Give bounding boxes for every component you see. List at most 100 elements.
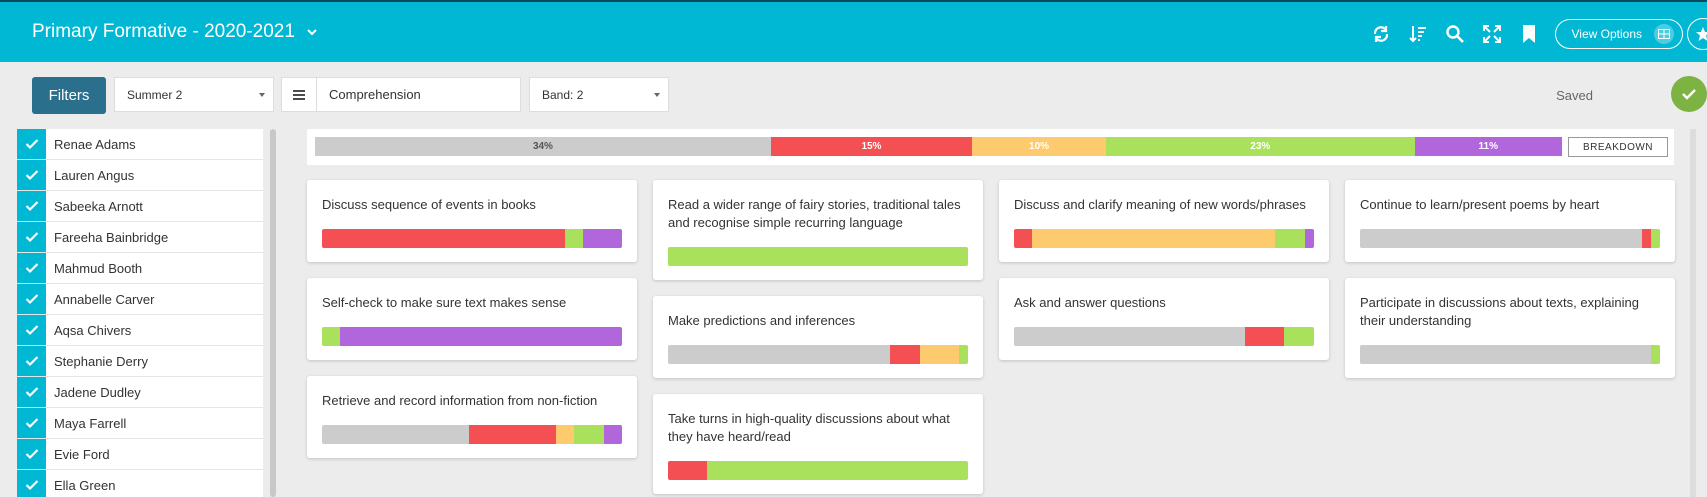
caret-down-icon xyxy=(259,93,265,97)
student-checkbox[interactable] xyxy=(17,315,46,345)
student-checkbox[interactable] xyxy=(17,253,46,283)
view-options-label: View Options xyxy=(1571,27,1642,41)
objective-card[interactable]: Read a wider range of fairy stories, tra… xyxy=(653,180,983,280)
subject-field[interactable]: Comprehension xyxy=(317,77,521,112)
progress-segment-green xyxy=(959,345,968,364)
caret-down-icon xyxy=(654,93,660,97)
page-scrollbar[interactable] xyxy=(1690,129,1696,497)
student-checkbox[interactable] xyxy=(17,222,46,252)
student-checkbox[interactable] xyxy=(17,129,46,159)
term-select-value: Summer 2 xyxy=(127,87,183,102)
objective-card[interactable]: Ask and answer questions xyxy=(999,278,1329,360)
objective-title: Participate in discussions about texts, … xyxy=(1360,295,1639,328)
check-icon xyxy=(25,201,38,212)
check-icon xyxy=(25,139,38,150)
student-checkbox[interactable] xyxy=(17,191,46,221)
objective-progress-bar[interactable] xyxy=(1360,345,1660,364)
student-row[interactable]: Fareeha Bainbridge xyxy=(17,222,263,253)
objective-card[interactable]: Self-check to make sure text makes sense xyxy=(307,278,637,360)
filters-button[interactable]: Filters xyxy=(32,77,106,114)
favourite-button[interactable] xyxy=(1687,18,1707,50)
student-checkbox[interactable] xyxy=(17,439,46,469)
grid-icon xyxy=(1654,24,1674,44)
search-icon[interactable] xyxy=(1444,23,1466,45)
objective-progress-bar[interactable] xyxy=(668,345,968,364)
student-row[interactable]: Evie Ford xyxy=(17,439,263,470)
student-row[interactable]: Sabeeka Arnott xyxy=(17,191,263,222)
objective-progress-bar[interactable] xyxy=(1014,229,1314,248)
summary-bar: 34% 15% 10% 23% 11% xyxy=(315,137,1562,156)
student-checkbox[interactable] xyxy=(17,346,46,376)
breakdown-button[interactable]: BREAKDOWN xyxy=(1568,137,1668,157)
student-checkbox[interactable] xyxy=(17,470,46,497)
subject-menu-button[interactable] xyxy=(281,77,317,112)
refresh-icon[interactable] xyxy=(1370,23,1392,45)
check-icon xyxy=(25,449,38,460)
check-icon xyxy=(25,387,38,398)
student-row[interactable]: Aqsa Chivers xyxy=(17,315,263,346)
student-row[interactable]: Mahmud Booth xyxy=(17,253,263,284)
objective-card[interactable]: Discuss and clarify meaning of new words… xyxy=(999,180,1329,262)
student-row[interactable]: Annabelle Carver xyxy=(17,284,263,315)
assessment-selector[interactable]: Primary Formative - 2020-2021 xyxy=(32,21,319,43)
expand-icon[interactable] xyxy=(1481,23,1503,45)
progress-segment-amber xyxy=(556,425,574,444)
bookmark-icon[interactable] xyxy=(1518,23,1540,45)
student-name: Aqsa Chivers xyxy=(54,322,132,338)
student-name: Fareeha Bainbridge xyxy=(54,229,169,245)
student-checkbox[interactable] xyxy=(17,284,46,314)
save-button[interactable] xyxy=(1671,76,1707,112)
objective-title: Ask and answer questions xyxy=(1014,295,1166,310)
objective-progress-bar[interactable] xyxy=(1360,229,1660,248)
summary-segment-green[interactable]: 23% xyxy=(1106,137,1415,156)
student-row[interactable]: Jadene Dudley xyxy=(17,377,263,408)
sort-icon[interactable] xyxy=(1407,23,1429,45)
student-row[interactable]: Stephanie Derry xyxy=(17,346,263,377)
objective-title: Make predictions and inferences xyxy=(668,313,856,328)
student-checkbox[interactable] xyxy=(17,408,46,438)
objective-card[interactable]: Make predictions and inferences xyxy=(653,296,983,378)
objective-progress-bar[interactable] xyxy=(1014,327,1314,346)
student-row[interactable]: Ella Green xyxy=(17,470,263,497)
summary-segment-red[interactable]: 15% xyxy=(770,137,973,156)
progress-segment-green xyxy=(1651,229,1660,248)
student-checkbox[interactable] xyxy=(17,377,46,407)
progress-segment-green xyxy=(1651,345,1660,364)
objective-progress-bar[interactable] xyxy=(322,327,622,346)
objective-card[interactable]: Continue to learn/present poems by heart xyxy=(1345,180,1675,262)
student-row[interactable]: Maya Farrell xyxy=(17,408,263,439)
objective-card[interactable]: Retrieve and record information from non… xyxy=(307,376,637,458)
student-checkbox[interactable] xyxy=(17,160,46,190)
objective-title: Discuss sequence of events in books xyxy=(322,197,536,212)
progress-segment-red xyxy=(469,425,556,444)
summary-segment-amber[interactable]: 10% xyxy=(972,137,1107,156)
objective-progress-bar[interactable] xyxy=(322,425,622,444)
student-name: Mahmud Booth xyxy=(54,260,143,276)
summary-segment-grey[interactable]: 34% xyxy=(315,137,771,156)
term-select[interactable]: Summer 2 xyxy=(114,77,274,112)
student-list: Renae Adams Lauren Angus Sabeeka Arnott Far… xyxy=(17,129,263,497)
check-icon xyxy=(25,356,38,367)
objective-progress-bar[interactable] xyxy=(668,461,968,480)
objective-card[interactable]: Discuss sequence of events in books xyxy=(307,180,637,262)
app-header: Primary Formative - 2020-2021 View Optio… xyxy=(0,0,1707,62)
summary-segment-purple[interactable]: 11% xyxy=(1414,137,1562,156)
student-row[interactable]: Renae Adams xyxy=(17,129,263,160)
objective-title: Read a wider range of fairy stories, tra… xyxy=(668,197,961,230)
progress-segment-grey xyxy=(668,345,890,364)
objective-card[interactable]: Take turns in high-quality discussions a… xyxy=(653,394,983,494)
student-row[interactable]: Lauren Angus xyxy=(17,160,263,191)
objective-title: Continue to learn/present poems by heart xyxy=(1360,197,1600,212)
student-list-scrollbar[interactable] xyxy=(270,129,276,497)
objective-progress-bar[interactable] xyxy=(668,247,968,266)
objective-progress-bar[interactable] xyxy=(322,229,622,248)
progress-segment-green xyxy=(574,425,604,444)
check-icon xyxy=(25,325,38,336)
progress-segment-green xyxy=(322,327,340,346)
view-options-button[interactable]: View Options xyxy=(1554,19,1683,49)
check-icon xyxy=(25,480,38,491)
objective-card[interactable]: Participate in discussions about texts, … xyxy=(1345,278,1675,378)
chevron-down-icon xyxy=(307,29,317,36)
check-icon xyxy=(25,170,38,181)
band-select[interactable]: Band: 2 xyxy=(529,77,669,112)
